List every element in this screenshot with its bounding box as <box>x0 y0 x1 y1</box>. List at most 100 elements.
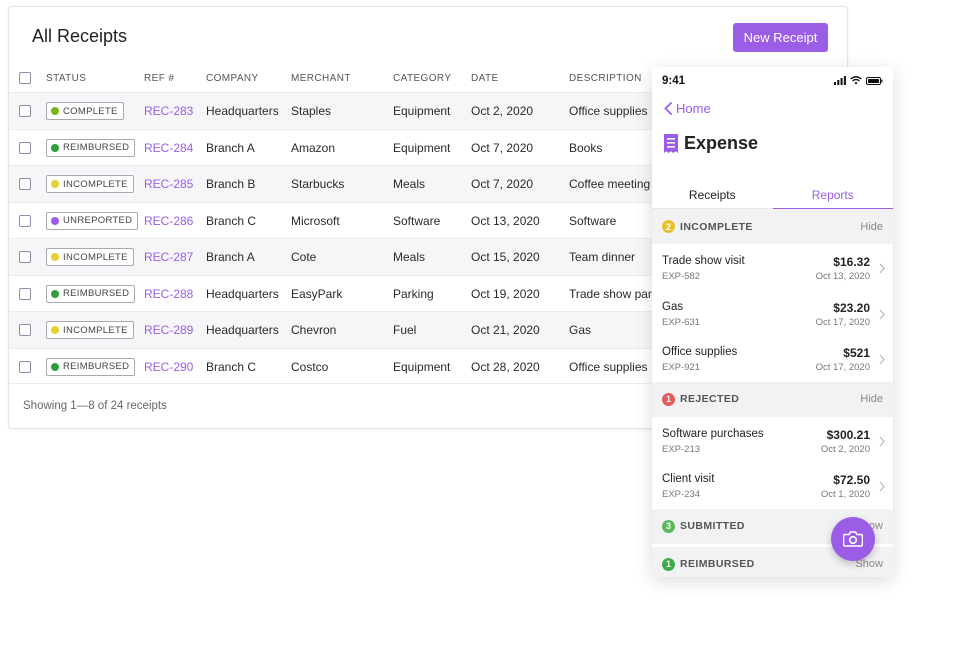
signal-icon <box>834 76 846 85</box>
expense-amount: $23.20 <box>833 300 870 315</box>
status-label: INCOMPLETE <box>63 178 128 190</box>
cell-category: Equipment <box>393 359 451 374</box>
column-header-date[interactable]: DATE <box>471 73 499 84</box>
cell-date: Oct 13, 2020 <box>471 213 540 228</box>
screen-title: Expense <box>664 133 758 154</box>
cell-date: Oct 7, 2020 <box>471 177 534 191</box>
status-label: UNREPORTED <box>63 215 133 226</box>
expense-date: Oct 13, 2020 <box>815 271 870 282</box>
cell-ref[interactable]: REC-290 <box>144 359 194 374</box>
cell-category: Fuel <box>393 323 417 337</box>
cell-date: Oct 28, 2020 <box>471 359 540 374</box>
row-checkbox[interactable] <box>19 324 31 336</box>
section-header-incomplete: 2 INCOMPLETE Hide <box>652 209 893 244</box>
expense-name: Trade show visit <box>662 255 745 267</box>
cell-date: Oct 15, 2020 <box>471 250 540 264</box>
cell-company: Branch A <box>206 140 255 155</box>
cell-description: Office supplies <box>569 104 648 118</box>
camera-button[interactable] <box>831 517 875 561</box>
cell-company: Headquarters <box>206 104 279 118</box>
cell-description: Team dinner <box>569 250 636 264</box>
section-toggle-button[interactable]: Hide <box>860 393 883 405</box>
clock: 9:41 <box>662 75 686 87</box>
status-dot <box>51 216 59 225</box>
expense-item[interactable]: Trade show visit EXP-582 $16.32 Oct 13, 202… <box>652 244 893 289</box>
section-title: REIMBURSED <box>680 558 755 570</box>
cell-company: Headquarters <box>206 323 279 337</box>
table-row[interactable]: REIMBURSED REC-288 Headquarters EasyPark Par… <box>9 274 847 312</box>
cell-company: Branch C <box>206 213 257 228</box>
back-label: Home <box>676 101 711 116</box>
cell-date: Oct 19, 2020 <box>471 286 540 301</box>
expense-name: Client visit <box>662 473 715 485</box>
expense-date: Oct 1, 2020 <box>820 489 870 500</box>
receipt-icon <box>664 134 678 153</box>
status-dot <box>51 289 59 298</box>
cell-ref[interactable]: REC-283 <box>144 104 194 118</box>
pagination-summary: Showing 1—8 of 24 receipts <box>23 400 167 412</box>
cell-date: Oct 7, 2020 <box>471 140 534 155</box>
expense-amount: $521 <box>843 346 870 360</box>
cell-ref[interactable]: REC-288 <box>144 286 194 301</box>
row-checkbox[interactable] <box>19 287 31 300</box>
cell-ref[interactable]: REC-285 <box>144 177 194 191</box>
cell-description: Software <box>569 213 617 228</box>
column-header-status[interactable]: STATUS <box>46 73 87 84</box>
table-row[interactable]: REIMBURSED REC-290 Branch C Costco Equipment… <box>9 347 847 384</box>
expense-item[interactable]: Office supplies EXP-921 $521 Oct 17, 2020 <box>652 335 893 380</box>
section-count-badge: 1 <box>662 557 675 571</box>
row-checkbox[interactable] <box>19 251 31 263</box>
expense-item[interactable]: Gas EXP-631 $23.20 Oct 17, 2020 <box>652 289 893 335</box>
screen-title-text: Expense <box>684 133 759 153</box>
select-all-checkbox[interactable] <box>19 72 31 84</box>
cell-ref[interactable]: REC-289 <box>144 323 194 337</box>
table-row[interactable]: REIMBURSED REC-284 Branch A Amazon Equipment… <box>9 128 847 166</box>
expense-item[interactable]: Software purchases EXP-213 $300.21 Oct 2, 2… <box>652 416 893 462</box>
section-toggle-button[interactable]: Show <box>855 558 883 570</box>
tab-receipts[interactable]: Receipts <box>652 183 773 209</box>
row-checkbox[interactable] <box>19 360 31 373</box>
row-checkbox[interactable] <box>19 214 31 227</box>
column-header-company[interactable]: COMPANY <box>206 73 259 84</box>
cell-merchant: Chevron <box>291 323 337 337</box>
expense-date: Oct 2, 2020 <box>820 443 870 455</box>
table-row[interactable]: UNREPORTED REC-286 Branch C Microsoft Softwa… <box>9 201 847 239</box>
cell-ref[interactable]: REC-284 <box>144 140 194 155</box>
expense-code: EXP-921 <box>662 362 701 373</box>
status-label: COMPLETE <box>63 105 118 117</box>
section-title: REJECTED <box>680 393 740 405</box>
cell-ref[interactable]: REC-286 <box>144 213 194 228</box>
cell-date: Oct 2, 2020 <box>471 104 534 118</box>
table-header: STATUS REF # COMPANY MERCHANT CATEGORY D… <box>9 69 847 91</box>
chevron-right-icon <box>879 434 885 452</box>
column-header-description[interactable]: DESCRIPTION <box>569 73 642 84</box>
cell-company: Headquarters <box>206 286 279 301</box>
cell-category: Equipment <box>393 140 451 155</box>
cell-merchant: Amazon <box>291 140 336 155</box>
back-home-link[interactable]: Home <box>664 101 711 116</box>
status-label: REIMBURSED <box>63 288 130 299</box>
cell-category: Equipment <box>393 104 451 118</box>
expense-code: EXP-631 <box>662 316 701 328</box>
expense-date: Oct 17, 2020 <box>815 362 870 373</box>
cell-description: Gas <box>569 323 592 337</box>
cell-merchant: Microsoft <box>291 213 340 228</box>
cell-merchant: Cote <box>291 250 317 264</box>
tab-reports[interactable]: Reports <box>772 183 893 209</box>
status-badge: INCOMPLETE <box>46 175 134 193</box>
cell-description: Office supplies <box>569 359 648 374</box>
column-header-ref[interactable]: REF # <box>144 73 175 84</box>
row-checkbox[interactable] <box>19 105 31 117</box>
cell-description: Coffee meeting <box>569 177 651 191</box>
cell-ref[interactable]: REC-287 <box>144 250 194 264</box>
section-toggle-button[interactable]: Hide <box>860 220 883 233</box>
column-header-merchant[interactable]: MERCHANT <box>291 73 351 84</box>
cell-company: Branch A <box>206 250 255 264</box>
expense-item[interactable]: Client visit EXP-234 $72.50 Oct 1, 2020 <box>652 462 893 507</box>
row-checkbox[interactable] <box>19 178 31 190</box>
new-receipt-button[interactable]: New Receipt <box>733 23 828 52</box>
status-badge: UNREPORTED <box>46 211 139 230</box>
expense-code: EXP-582 <box>662 271 701 282</box>
column-header-category[interactable]: CATEGORY <box>393 73 452 84</box>
row-checkbox[interactable] <box>19 141 31 154</box>
